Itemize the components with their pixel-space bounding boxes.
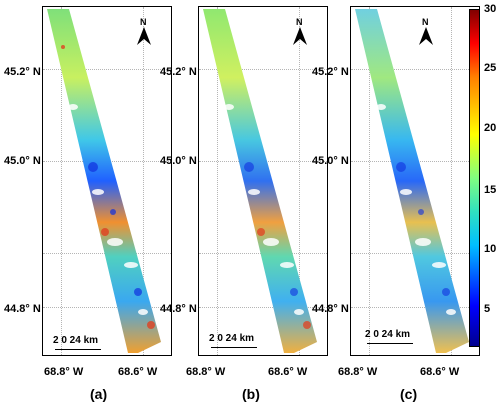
gridline: [43, 307, 171, 308]
lat-label: 44.8° N: [312, 303, 349, 315]
gridline: [299, 7, 300, 355]
lat-label: 45.0° N: [4, 155, 41, 167]
scale-bar: [55, 349, 101, 350]
lat-label: 44.8° N: [160, 303, 197, 315]
sar-strip-c: [355, 9, 469, 353]
scale-label: 2 0 24 km: [209, 333, 255, 344]
lat-label: 45.2° N: [4, 66, 41, 78]
map-panel-c: N 2 0 24 km: [350, 6, 480, 356]
gridline: [351, 307, 479, 308]
gridline: [43, 69, 171, 70]
north-arrow-icon: [135, 21, 153, 52]
colorbar-tick: 10: [484, 243, 497, 255]
panel-label: (c): [400, 386, 418, 402]
gridline: [451, 7, 452, 355]
lat-label: 45.2° N: [160, 66, 197, 78]
gridline: [61, 7, 62, 355]
colorbar-tick: 30: [484, 3, 497, 15]
lon-label: 68.8° W: [338, 366, 378, 378]
gridline: [217, 7, 218, 355]
gridline: [143, 7, 144, 355]
sar-strip-b: [203, 9, 317, 353]
colorbar-tick: 25: [484, 62, 497, 74]
map-panel-b: N 2 0 24 km: [198, 6, 328, 356]
north-label: N: [296, 17, 303, 27]
lon-label: 68.8° W: [44, 366, 84, 378]
panel-label: (a): [90, 386, 108, 402]
north-label: N: [422, 17, 429, 27]
colorbar-tick: 15: [484, 184, 497, 196]
north-label: N: [140, 17, 147, 27]
colorbar: [469, 9, 480, 347]
gridline: [351, 69, 479, 70]
north-arrow-icon: [291, 21, 309, 52]
lon-label: 68.6° W: [420, 366, 460, 378]
map-panel-a: N 2 0 24 km: [42, 6, 172, 356]
lon-label: 68.6° W: [268, 366, 308, 378]
colorbar-tick: 20: [484, 122, 497, 134]
gridline: [199, 307, 327, 308]
scale-label: 2 0 24 km: [53, 335, 99, 346]
lon-label: 68.6° W: [118, 366, 158, 378]
panel-label: (b): [242, 386, 260, 402]
gridline: [199, 69, 327, 70]
gridline: [369, 7, 370, 355]
lat-label: 45.2° N: [312, 66, 349, 78]
lat-label: 45.0° N: [312, 155, 349, 167]
sar-strip-a: [47, 9, 161, 353]
lon-label: 68.8° W: [186, 366, 226, 378]
scale-bar: [367, 343, 413, 344]
scale-bar: [211, 347, 257, 348]
lat-label: 44.8° N: [4, 303, 41, 315]
scale-label: 2 0 24 km: [365, 329, 411, 340]
colorbar-tick: 5: [484, 303, 491, 315]
lat-label: 45.0° N: [160, 155, 197, 167]
north-arrow-icon: [417, 21, 435, 52]
